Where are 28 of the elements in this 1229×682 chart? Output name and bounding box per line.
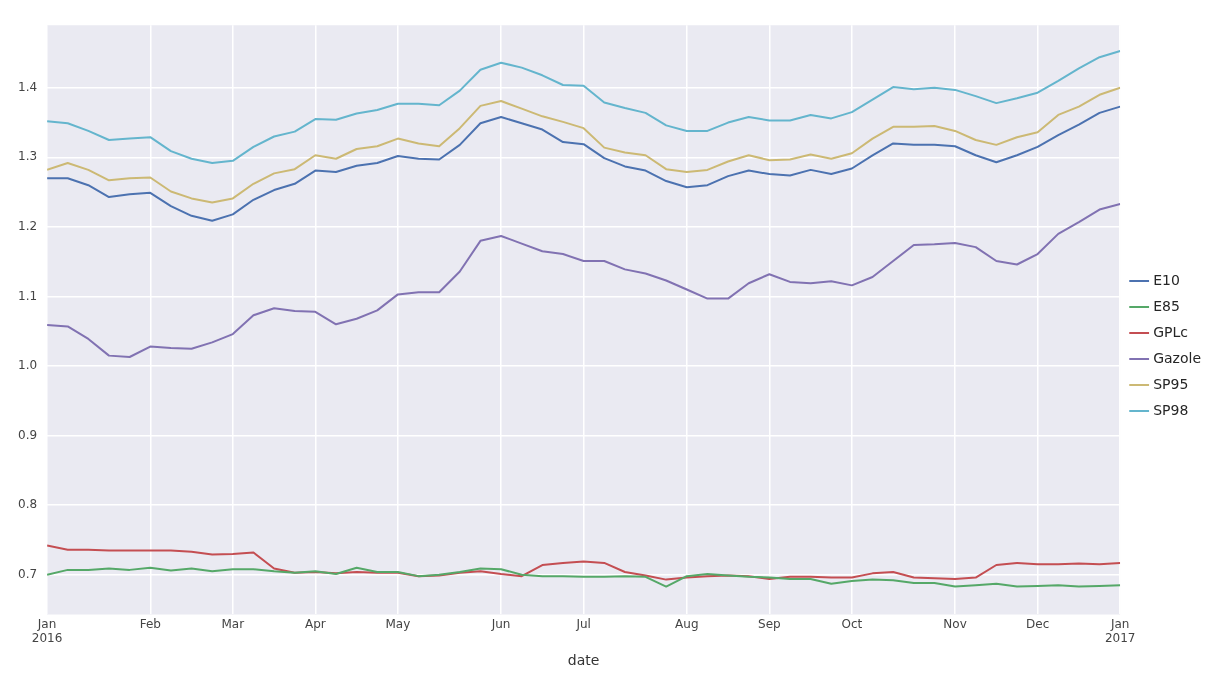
x-tick-label: Sep xyxy=(758,616,781,631)
y-tick-label: 1.4 xyxy=(17,79,38,94)
x-tick-label: May xyxy=(385,616,411,631)
legend-label: Gazole xyxy=(1153,349,1202,366)
x-axis-title: date xyxy=(567,652,600,669)
y-tick-label: 1.2 xyxy=(17,219,38,234)
x-tick-label: Oct xyxy=(841,616,863,631)
y-tick-label: 1.0 xyxy=(17,358,38,373)
x-tick-label: Feb xyxy=(139,616,161,631)
y-tick-label: 0.8 xyxy=(17,497,38,512)
legend-label: SP95 xyxy=(1153,375,1189,392)
legend-label: E10 xyxy=(1153,271,1180,288)
x-tick-label: Aug xyxy=(675,616,699,631)
x-tick-label: Jul xyxy=(575,616,591,631)
x-tick-label: Nov xyxy=(943,616,967,631)
legend-label: SP98 xyxy=(1153,401,1189,418)
y-tick-label: 1.3 xyxy=(17,149,38,164)
x-tick-label: Jan 2016 xyxy=(31,616,63,646)
x-tick-label: Mar xyxy=(221,616,245,631)
x-tick-label: Jun xyxy=(490,616,511,631)
y-tick-label: 0.9 xyxy=(17,427,38,442)
legend-label: E85 xyxy=(1153,297,1180,314)
x-tick-label: Jan 2017 xyxy=(1104,616,1136,646)
y-tick-label: 1.1 xyxy=(17,288,38,303)
x-tick-label: Dec xyxy=(1025,616,1050,631)
legend-label: GPLc xyxy=(1153,323,1188,340)
y-tick-label: 0.7 xyxy=(17,566,38,581)
x-tick-label: Apr xyxy=(304,616,326,631)
